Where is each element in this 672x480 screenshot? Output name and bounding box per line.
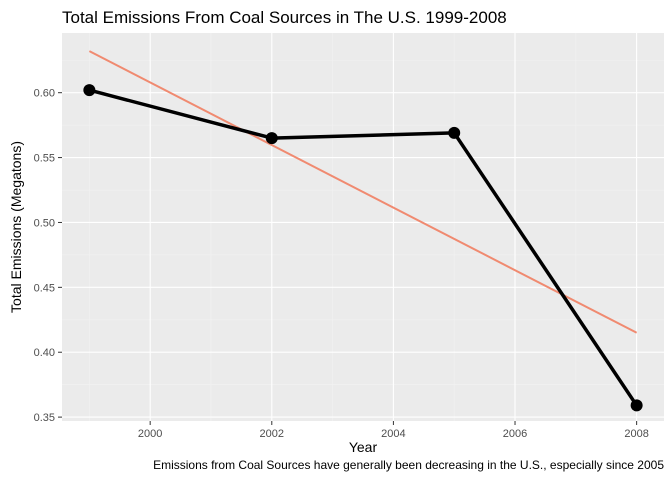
trend-line bbox=[88, 50, 638, 334]
y-axis: 0.35 0.40 0.45 0.50 0.55 0.60 bbox=[34, 88, 62, 424]
trend-layer bbox=[88, 50, 638, 334]
x-axis-title: Year bbox=[349, 439, 378, 455]
x-tick-label: 2002 bbox=[260, 428, 284, 440]
x-tick-label: 2006 bbox=[503, 428, 527, 440]
series-layer bbox=[83, 84, 643, 412]
x-tick-label: 2004 bbox=[381, 428, 405, 440]
y-tick-label: 0.40 bbox=[34, 347, 55, 359]
y-tick-label: 0.55 bbox=[34, 153, 55, 165]
data-point bbox=[448, 126, 461, 139]
chart-title: Total Emissions From Coal Sources in The… bbox=[62, 8, 507, 27]
y-tick-label: 0.60 bbox=[34, 88, 55, 100]
series-line bbox=[88, 88, 639, 407]
y-axis-title: Total Emissions (Megatons) bbox=[8, 141, 24, 313]
data-point bbox=[265, 132, 278, 145]
plot-panel bbox=[62, 33, 664, 421]
y-tick-label: 0.50 bbox=[34, 217, 55, 229]
x-tick-label: 2008 bbox=[624, 428, 648, 440]
y-tick-label: 0.45 bbox=[34, 282, 55, 294]
data-point bbox=[630, 399, 643, 412]
x-axis: 2000 2002 2004 2006 2008 bbox=[138, 421, 649, 440]
data-point bbox=[83, 84, 96, 97]
y-tick-label: 0.35 bbox=[34, 412, 55, 424]
minor-gridlines bbox=[62, 33, 664, 421]
major-gridlines bbox=[62, 33, 664, 421]
x-tick-label: 2000 bbox=[138, 428, 162, 440]
chart-caption: Emissions from Coal Sources have general… bbox=[153, 458, 664, 472]
